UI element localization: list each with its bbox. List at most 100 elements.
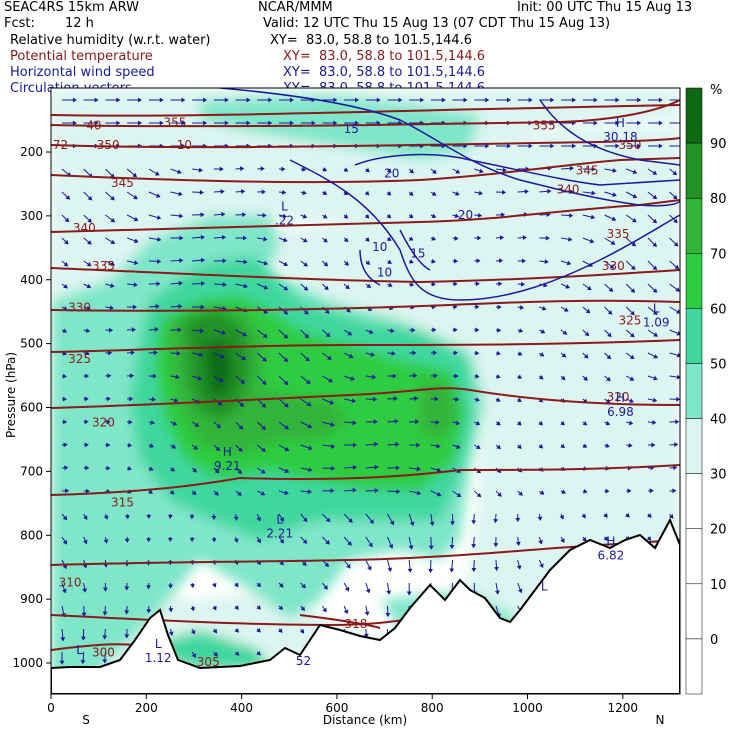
wind-vector-head: [62, 351, 68, 356]
wind-vector-head: [132, 172, 138, 178]
wind-vector-head: [566, 260, 572, 266]
wind-contour-label: 15: [344, 122, 359, 136]
wind-vector-head: [146, 609, 152, 614]
wind-vector-head: [60, 637, 66, 642]
wind-vector-head: [550, 143, 555, 149]
wind-vector-head: [365, 260, 371, 265]
theta-contour-label: 355: [163, 115, 186, 129]
wind-vector-head: [408, 236, 414, 241]
wind-vector-head: [189, 515, 195, 520]
wind-vector-head: [584, 331, 590, 337]
wind-vector-head: [652, 218, 658, 224]
colorbar-cell: [685, 583, 703, 640]
wind-vector-head: [219, 166, 224, 172]
wind-vector-head: [630, 288, 636, 293]
wind-vector-head: [221, 330, 227, 335]
wind-vector-head: [681, 121, 684, 124]
wind-vector-head: [106, 442, 111, 448]
wind-vector-head: [629, 354, 635, 360]
wind-vector-head: [386, 191, 392, 196]
wind-vector-head: [308, 467, 313, 473]
wind-vector-head: [352, 465, 358, 470]
wind-vector-head: [515, 517, 521, 523]
wind-vector-head: [385, 612, 391, 618]
wind-vector-head: [102, 635, 108, 640]
colorbar-label: 20: [710, 523, 727, 538]
wind-vector-head: [263, 285, 269, 290]
wind-vector-head: [278, 605, 284, 611]
wind-vector-head: [81, 636, 86, 641]
wind-vector-head: [62, 588, 67, 594]
wind-vector-head: [333, 120, 338, 126]
extremum-marker: L: [276, 512, 283, 526]
wind-vector-head: [386, 236, 392, 242]
wind-vector-head: [364, 611, 370, 616]
wind-vector-head: [435, 419, 440, 425]
wind-vector-head: [256, 627, 261, 633]
wind-vector-head: [541, 305, 547, 311]
wind-vector-head: [284, 446, 290, 452]
theta-contour-label: 330: [602, 259, 625, 273]
wind-vector-head: [278, 628, 283, 633]
wind-vector-head: [178, 280, 183, 286]
y-axis-label: Pressure (hPa): [4, 352, 18, 438]
wind-vector-head: [538, 420, 543, 426]
wind-vector-head: [431, 213, 437, 219]
wind-vector-head: [302, 214, 308, 219]
wind-vector-head: [243, 283, 248, 289]
wind-vector-head: [347, 541, 352, 546]
wind-vector-head: [282, 213, 288, 219]
wind-vector-head: [569, 165, 575, 171]
axis-right-end: N: [656, 713, 665, 727]
wind-speed-contours: [219, 88, 680, 301]
wind-vector-head: [455, 396, 460, 402]
wind-vector-head: [212, 628, 218, 634]
wind-vector-head: [268, 120, 273, 126]
y-tick-label: 300: [20, 209, 43, 223]
wind-vector-head: [305, 379, 311, 385]
wind-vector-head: [132, 304, 137, 310]
extremum-value: 2.21: [266, 526, 293, 540]
wind-vector-head: [305, 356, 310, 362]
wind-vector-head: [615, 97, 620, 103]
wind-vector-head: [493, 519, 499, 524]
wind-vector-head: [652, 419, 657, 425]
wind-vector-head: [586, 285, 592, 291]
wind-vector-head: [603, 536, 609, 541]
wind-vector-head: [374, 488, 379, 493]
wind-vector-head: [87, 240, 92, 245]
wind-vector-head: [413, 373, 418, 379]
wind-vector-head: [80, 660, 86, 665]
wind-vector-head: [456, 492, 462, 498]
wind-vector-head: [124, 538, 130, 543]
wind-vector-head: [222, 282, 227, 287]
wind-vector-head: [485, 97, 490, 103]
x-tick-label: 400: [230, 701, 253, 715]
wind-vector-head: [242, 212, 247, 218]
wind-vector-head: [646, 536, 652, 541]
wind-vector-head: [108, 327, 114, 333]
y-tick-label: 700: [20, 464, 43, 478]
wind-vector-head: [238, 447, 243, 452]
theta-contour-label: 300: [92, 646, 115, 660]
wind-vector-head: [431, 191, 437, 196]
wind-vector-head: [632, 193, 638, 199]
wind-vector-head: [493, 543, 499, 548]
wind-vector-head: [302, 561, 307, 566]
wind-vector-head: [260, 166, 265, 172]
wind-vector-head: [471, 520, 477, 525]
wind-vector-head: [495, 397, 501, 402]
theta-contour-label: 340: [73, 221, 96, 235]
wind-vector-head: [116, 97, 121, 103]
wind-vector-head: [477, 212, 483, 218]
wind-vector-head: [494, 566, 499, 572]
wind-vector-head: [110, 261, 116, 266]
wind-vector-head: [103, 515, 109, 520]
wind-vector-head: [322, 190, 328, 195]
wind-vector-head: [585, 308, 591, 314]
colorbar-unit: %: [710, 83, 722, 98]
wind-vector-head: [169, 490, 175, 495]
wind-vector-head: [256, 538, 261, 544]
wind-vector-head: [522, 235, 527, 241]
wind-vector-head: [364, 190, 370, 196]
